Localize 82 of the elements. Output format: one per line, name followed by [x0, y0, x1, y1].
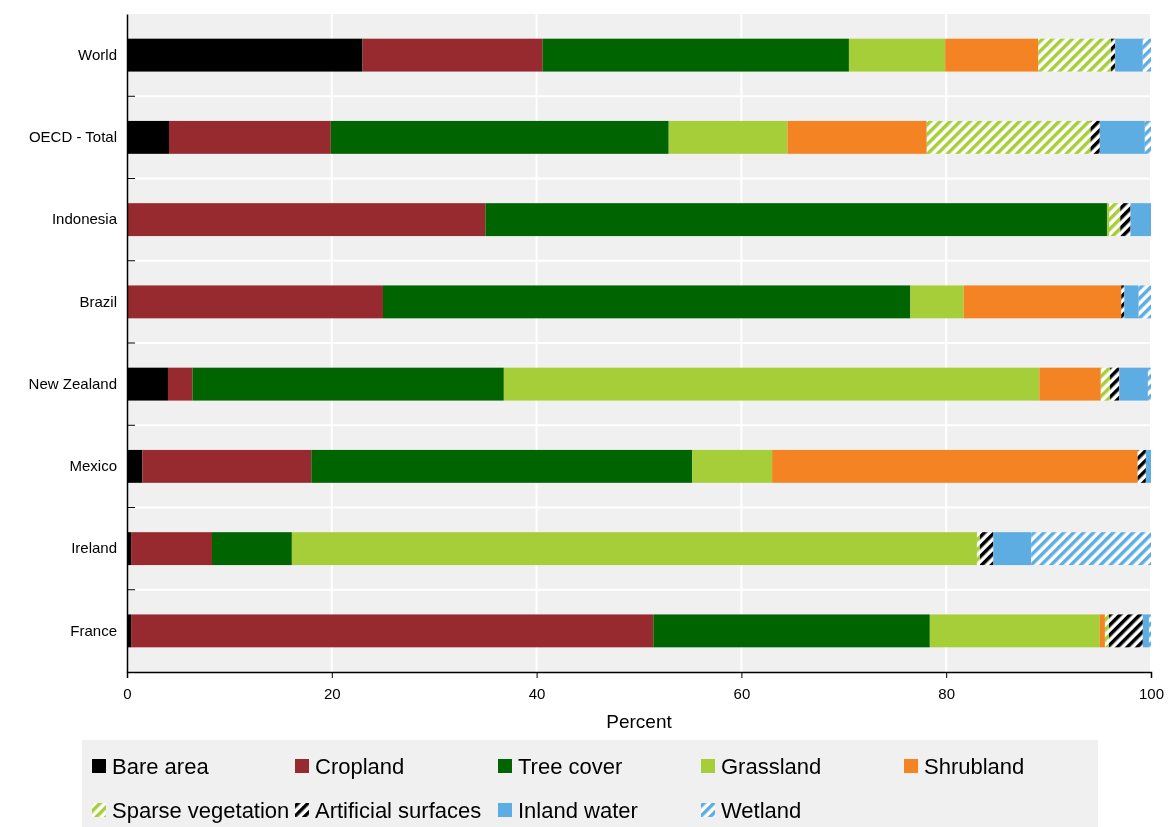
bar	[692, 449, 773, 483]
bar	[1109, 203, 1121, 237]
legend-label: Grassland	[721, 753, 822, 779]
y-tick-label: France	[70, 621, 117, 639]
bar	[653, 614, 930, 648]
bar	[1104, 614, 1110, 648]
bar	[926, 120, 1091, 154]
bar	[1145, 449, 1151, 483]
bar	[963, 285, 1122, 319]
bar	[1147, 367, 1151, 401]
bar	[668, 120, 788, 154]
bar	[929, 614, 1100, 648]
x-tick-label: 0	[123, 685, 132, 702]
y-tick-label: OECD - Total	[28, 128, 117, 146]
legend-label: Inland water	[518, 797, 638, 823]
bar	[127, 285, 383, 319]
bar	[1121, 285, 1125, 319]
x-tick-label: 20	[323, 685, 341, 702]
bar	[848, 38, 946, 72]
y-tick-label: Indonesia	[51, 210, 118, 228]
bar	[311, 449, 693, 483]
x-tick-label: 60	[733, 685, 751, 702]
bar	[1120, 203, 1131, 237]
bar	[1110, 367, 1120, 401]
bar	[1130, 203, 1151, 237]
bar	[131, 532, 212, 566]
bar	[1119, 367, 1148, 401]
x-axis-title: Percent	[606, 711, 673, 732]
bar	[485, 203, 1107, 237]
bar	[945, 38, 1039, 72]
bar	[330, 120, 669, 154]
legend-label: Cropland	[315, 753, 405, 779]
legend-label: Shrubland	[924, 753, 1025, 779]
legend-label: Bare area	[112, 753, 210, 779]
bar	[1111, 38, 1116, 72]
bar	[1090, 120, 1100, 154]
y-tick-label: Mexico	[69, 457, 117, 475]
bar	[291, 532, 977, 566]
legend-label: Artificial surfaces	[315, 797, 482, 823]
bar	[1124, 285, 1139, 319]
bar	[1031, 532, 1151, 566]
bar	[127, 203, 486, 237]
bar	[168, 120, 331, 154]
bar	[1100, 367, 1111, 401]
bar	[1109, 614, 1143, 648]
bar	[1038, 38, 1112, 72]
legend-label: Wetland	[721, 797, 802, 823]
bar	[979, 532, 994, 566]
bar	[1039, 367, 1101, 401]
y-tick-label: Ireland	[71, 539, 117, 557]
bar	[167, 367, 193, 401]
x-tick-label: 40	[528, 685, 546, 702]
bar	[131, 614, 654, 648]
x-tick-label: 80	[938, 685, 956, 702]
bar	[787, 120, 927, 154]
bar	[1142, 614, 1149, 648]
bar	[772, 449, 1138, 483]
bar	[1137, 449, 1146, 483]
bar	[1099, 614, 1105, 648]
bar	[993, 532, 1032, 566]
bar	[1099, 120, 1145, 154]
legend-label: Sparse vegetation	[112, 797, 290, 823]
bar	[1138, 285, 1151, 319]
legend-label: Tree cover	[518, 753, 623, 779]
bar	[211, 532, 292, 566]
bar	[976, 532, 980, 566]
bar	[1106, 203, 1110, 237]
bar	[1144, 120, 1151, 154]
bar	[910, 285, 964, 319]
x-tick-label: 100	[1138, 685, 1165, 702]
bar	[142, 449, 312, 483]
bar	[1142, 38, 1151, 72]
bar	[1115, 38, 1143, 72]
bar	[383, 285, 911, 319]
bar	[362, 38, 543, 72]
y-tick-label: New Zealand	[28, 374, 117, 392]
y-tick-label: World	[78, 45, 117, 63]
bar	[503, 367, 1040, 401]
bar	[1148, 614, 1151, 648]
y-tick-label: Brazil	[79, 292, 117, 310]
bar	[192, 367, 504, 401]
bar	[542, 38, 849, 72]
